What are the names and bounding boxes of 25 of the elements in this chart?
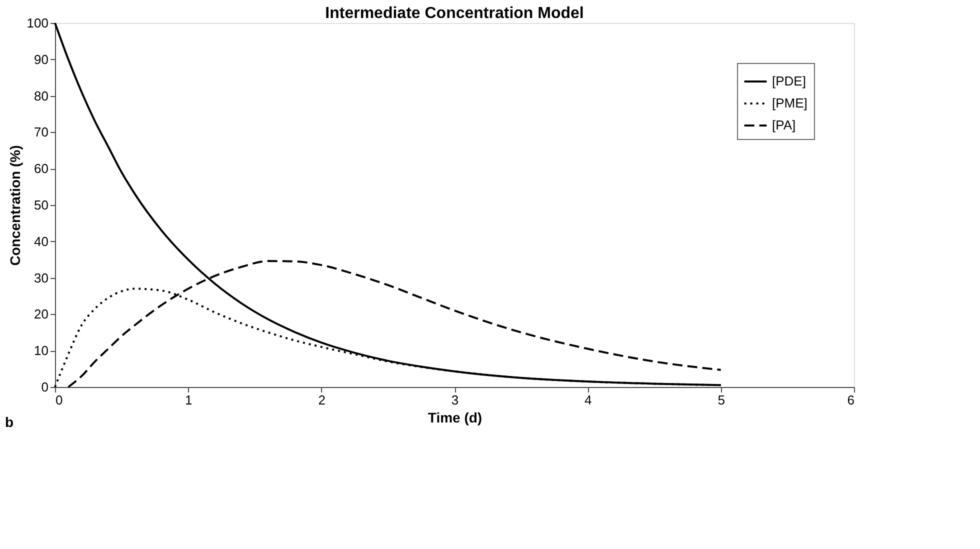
x-tick-label: 5 bbox=[718, 392, 725, 408]
x-tick-label: 6 bbox=[847, 392, 854, 408]
y-tick-label: 100 bbox=[26, 16, 48, 30]
y-tick-label: 40 bbox=[34, 234, 48, 249]
y-tick-label: 30 bbox=[34, 270, 48, 286]
y-tick-label: 10 bbox=[34, 343, 48, 358]
text: b bbox=[5, 414, 14, 430]
y-tick-label: 90 bbox=[34, 52, 48, 67]
x-tick-label: 3 bbox=[451, 392, 459, 408]
y-axis-title: Concentration (%) bbox=[6, 145, 23, 266]
y-tick-label: 80 bbox=[34, 88, 48, 104]
x-axis-title: Time (d) bbox=[428, 410, 482, 426]
y-tick-label: 60 bbox=[34, 161, 48, 176]
x-tick-label: 1 bbox=[185, 392, 192, 408]
y-tick-label: 50 bbox=[34, 198, 48, 212]
x-tick-label: 2 bbox=[318, 392, 326, 408]
legend-label: [PME] bbox=[772, 96, 808, 110]
chart-title: Intermediate Concentration Model bbox=[325, 5, 584, 22]
x-tick-label: 4 bbox=[584, 392, 592, 408]
legend-label: [PDE] bbox=[772, 74, 806, 88]
y-tick-label: 20 bbox=[34, 306, 48, 322]
y-tick-label: 0 bbox=[41, 380, 48, 394]
y-tick-label: 70 bbox=[34, 124, 48, 140]
x-tick-label: 0 bbox=[56, 392, 63, 408]
legend-label: [PA] bbox=[772, 118, 796, 132]
